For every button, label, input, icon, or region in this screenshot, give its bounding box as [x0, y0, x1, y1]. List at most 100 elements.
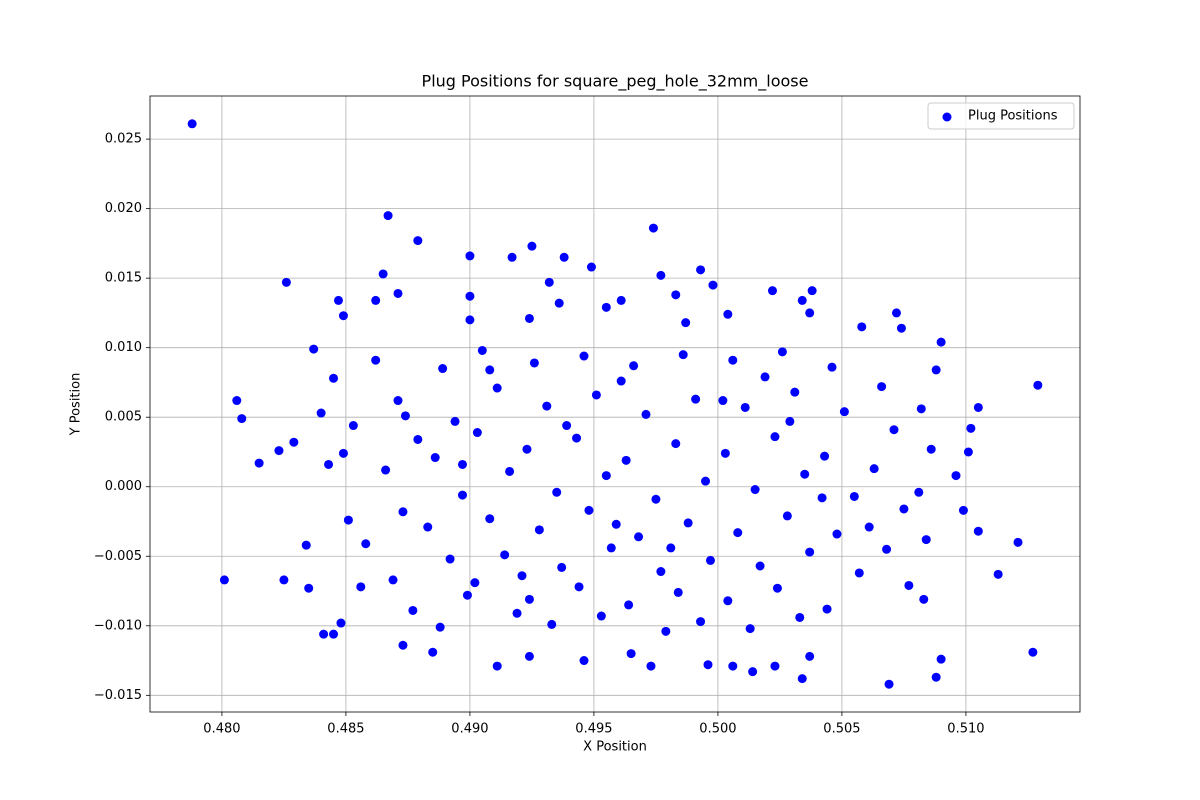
point	[656, 270, 666, 280]
point	[877, 382, 887, 392]
point	[651, 494, 661, 504]
point	[237, 414, 247, 424]
y-tick-label: −0.015	[94, 688, 142, 703]
point	[450, 416, 460, 426]
point	[827, 362, 837, 372]
point	[438, 364, 448, 374]
x-tick-label: 0.485	[327, 722, 364, 737]
x-tick-label: 0.490	[451, 722, 488, 737]
y-tick-label: 0.015	[105, 271, 142, 286]
x-tick-label: 0.500	[699, 722, 736, 737]
point	[559, 252, 569, 262]
y-tick-label: −0.010	[94, 618, 142, 633]
point	[601, 302, 611, 312]
point	[554, 298, 564, 308]
point	[936, 654, 946, 664]
x-tick-label: 0.510	[947, 722, 984, 737]
point	[457, 459, 467, 469]
point	[319, 629, 329, 639]
x-tick-label: 0.505	[823, 722, 860, 737]
point	[309, 344, 319, 354]
point	[805, 308, 815, 318]
point	[745, 624, 755, 634]
point	[596, 611, 606, 621]
point	[544, 277, 554, 287]
point	[805, 547, 815, 557]
point	[507, 252, 517, 262]
point	[492, 661, 502, 671]
y-tick-label: 0.025	[105, 132, 142, 147]
point	[770, 661, 780, 671]
y-tick-label: 0.000	[105, 479, 142, 494]
point	[919, 594, 929, 604]
point	[586, 262, 596, 272]
point	[462, 590, 472, 600]
point	[1013, 537, 1023, 547]
point	[681, 318, 691, 328]
point	[629, 361, 639, 371]
point	[254, 458, 264, 468]
point	[477, 345, 487, 355]
point	[445, 554, 455, 564]
point	[616, 376, 626, 386]
point	[621, 455, 631, 465]
point	[1033, 380, 1043, 390]
point	[301, 540, 311, 550]
point	[343, 515, 353, 525]
point	[611, 519, 621, 529]
point	[671, 290, 681, 300]
point	[524, 594, 534, 604]
point	[512, 608, 522, 618]
point	[891, 308, 901, 318]
point	[398, 507, 408, 517]
point	[316, 408, 326, 418]
point	[485, 514, 495, 524]
point	[748, 667, 758, 677]
point	[807, 286, 817, 296]
point	[336, 618, 346, 628]
point	[914, 487, 924, 497]
point	[472, 428, 482, 438]
point	[400, 411, 410, 421]
point	[634, 532, 644, 542]
chart-title: Plug Positions for square_peg_hole_32mm_…	[422, 72, 809, 92]
point	[951, 471, 961, 481]
point	[547, 619, 557, 629]
point	[383, 211, 393, 221]
point	[329, 629, 339, 639]
point	[423, 522, 433, 532]
grid	[150, 96, 1080, 712]
point	[393, 288, 403, 298]
point	[329, 373, 339, 383]
point	[718, 396, 728, 406]
point	[671, 439, 681, 449]
point	[187, 119, 197, 129]
point	[760, 372, 770, 382]
point	[904, 580, 914, 590]
point	[817, 493, 827, 503]
point	[534, 525, 544, 535]
point	[281, 277, 291, 287]
point	[522, 444, 532, 454]
point	[371, 295, 381, 305]
point	[673, 587, 683, 597]
point	[728, 355, 738, 365]
point	[338, 311, 348, 321]
point	[524, 651, 534, 661]
point	[958, 505, 968, 515]
point	[832, 529, 842, 539]
point	[661, 626, 671, 636]
point	[492, 383, 502, 393]
point	[857, 322, 867, 332]
point	[648, 223, 658, 233]
point	[772, 583, 782, 593]
x-tick-label: 0.495	[575, 722, 612, 737]
point	[849, 491, 859, 501]
point	[800, 469, 810, 479]
point	[797, 295, 807, 305]
point	[430, 453, 440, 463]
point	[701, 476, 711, 486]
point	[1028, 647, 1038, 657]
points	[187, 119, 1043, 689]
